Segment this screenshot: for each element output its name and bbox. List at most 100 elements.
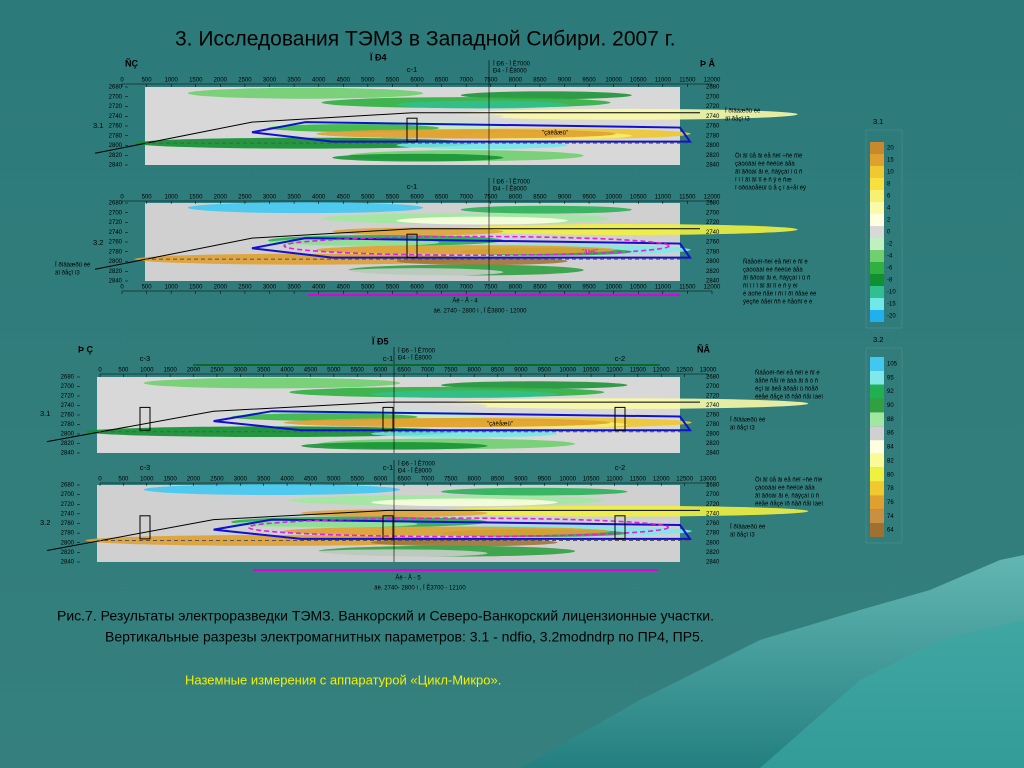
depth-label: 2720 xyxy=(109,220,123,226)
x-tick-label: 2500 xyxy=(238,285,252,291)
x-tick-label: 12000 xyxy=(653,477,670,483)
x-tick-label: 3500 xyxy=(257,368,271,374)
depth-label: 2700 xyxy=(706,384,720,390)
note-line: äî ðåçî ì3 xyxy=(730,425,755,432)
x-tick-label: 7500 xyxy=(444,477,458,483)
annotation: "çàëåæü" xyxy=(487,421,513,428)
caption: Рис.7. Результаты электроразведки ТЭМЗ. … xyxy=(57,608,714,624)
x-tick-label: 4000 xyxy=(280,368,294,374)
x-tick-label: 10500 xyxy=(583,477,600,483)
depth-label: 2700 xyxy=(706,210,720,216)
x-tick-label: 2000 xyxy=(214,78,228,84)
depth-label: 2680 xyxy=(61,375,75,381)
section-band xyxy=(435,505,809,517)
note-line: Ï ðîâàæðû èé xyxy=(730,417,766,424)
scale-label: -15 xyxy=(887,302,896,308)
note-line: Ñâåòëî-ñèí èå ñëî è ñî é xyxy=(743,259,808,266)
target-zone xyxy=(316,245,616,255)
scale-label: 78 xyxy=(887,486,894,492)
section-band xyxy=(371,390,558,399)
profile-end: Þ Ç xyxy=(78,344,94,354)
x-tick-label: 3500 xyxy=(287,78,301,84)
x-tick-label: 3000 xyxy=(234,477,248,483)
x-tick-label: 11000 xyxy=(606,368,623,374)
profile-end: ÑÂ xyxy=(697,343,710,354)
target-zone xyxy=(283,418,611,428)
x-tick-label: 7000 xyxy=(421,477,435,483)
x-tick-label: 5000 xyxy=(327,477,341,483)
depth-label: 2760 xyxy=(706,124,720,130)
note-line: äî ðåçî ì3 xyxy=(55,270,80,277)
scale-swatch xyxy=(870,357,884,371)
x-tick-label: 9000 xyxy=(514,368,528,374)
interval-label: Ãë - Â - 5 xyxy=(395,575,421,582)
slide-title: 3. Исследования ТЭМЗ в Западной Сибири. … xyxy=(175,28,676,51)
section-band xyxy=(301,442,488,450)
x-tick-label: 9500 xyxy=(582,195,596,201)
x-tick-label: 7000 xyxy=(459,285,473,291)
x-tick-label: 3500 xyxy=(287,285,301,291)
scale-label: -10 xyxy=(887,290,896,296)
scale-title: 3.1 xyxy=(873,117,883,126)
depth-label: 2720 xyxy=(706,104,720,110)
x-tick-label: 10000 xyxy=(605,78,622,84)
scale-swatch xyxy=(870,384,884,399)
x-tick-label: 6500 xyxy=(435,195,449,201)
x-tick-label: 2000 xyxy=(214,285,228,291)
depth-label: 2740 xyxy=(109,230,123,236)
scale-swatch xyxy=(870,398,884,413)
x-tick-label: 6500 xyxy=(435,78,449,84)
section-param: 3.1 xyxy=(40,409,50,418)
horizon-line xyxy=(94,112,700,154)
depth-label: 2800 xyxy=(706,143,720,149)
x-tick-label: 2000 xyxy=(214,195,228,201)
scale-swatch xyxy=(870,310,884,322)
depth-label: 2840 xyxy=(706,451,720,457)
scale-label: 8 xyxy=(887,182,891,188)
section-band xyxy=(396,100,568,109)
section-band xyxy=(455,224,798,235)
scale-label: 0 xyxy=(887,230,891,236)
well-marker xyxy=(614,406,626,431)
x-tick-label: 11500 xyxy=(679,78,696,84)
annotation: "ãàëî" xyxy=(582,250,598,256)
x-tick-label: 9500 xyxy=(538,477,552,483)
depth-label: 2720 xyxy=(706,394,720,400)
scale-label: 88 xyxy=(887,417,894,423)
profile-end: Þ Â xyxy=(700,57,716,68)
well-label: c-3 xyxy=(140,354,150,363)
x-tick-label: 500 xyxy=(142,195,153,201)
x-tick-label: 1500 xyxy=(189,195,203,201)
well-marker xyxy=(139,515,151,540)
x-tick-label: 8500 xyxy=(533,78,547,84)
scale-swatch xyxy=(870,495,884,510)
note-line: ñí ï ì î ãî ãî ïî è ñ ÿ èí xyxy=(743,284,798,290)
x-tick-label: 0 xyxy=(98,368,102,374)
x-tick-label: 9500 xyxy=(538,368,552,374)
depth-label: 2740 xyxy=(61,403,75,409)
reservoir-outline xyxy=(213,410,692,432)
x-tick-label: 500 xyxy=(142,285,153,291)
section-band xyxy=(371,498,558,507)
x-tick-label: 11500 xyxy=(630,368,647,374)
scale-swatch xyxy=(870,298,884,310)
x-tick-label: 7000 xyxy=(421,368,435,374)
x-tick-label: 10000 xyxy=(605,285,622,291)
scale-swatch xyxy=(870,178,884,190)
scale-swatch xyxy=(870,190,884,202)
depth-label: 2680 xyxy=(706,85,720,91)
scale-swatch xyxy=(870,238,884,250)
interval-label: äë. 2740- 2800 ì , Ï Ê3700 - 12100 xyxy=(374,584,466,592)
depth-label: 2780 xyxy=(109,133,123,139)
depth-label: 2840 xyxy=(61,451,75,457)
well-label: c-2 xyxy=(615,354,625,363)
depth-label: 2780 xyxy=(706,531,720,537)
scale-swatch xyxy=(870,202,884,214)
well-marker xyxy=(382,515,394,540)
scale-label: 15 xyxy=(887,158,894,164)
section-band xyxy=(435,398,809,409)
x-tick-label: 3500 xyxy=(287,195,301,201)
depth-label: 2840 xyxy=(109,279,123,285)
section-param: 3.2 xyxy=(93,238,103,247)
